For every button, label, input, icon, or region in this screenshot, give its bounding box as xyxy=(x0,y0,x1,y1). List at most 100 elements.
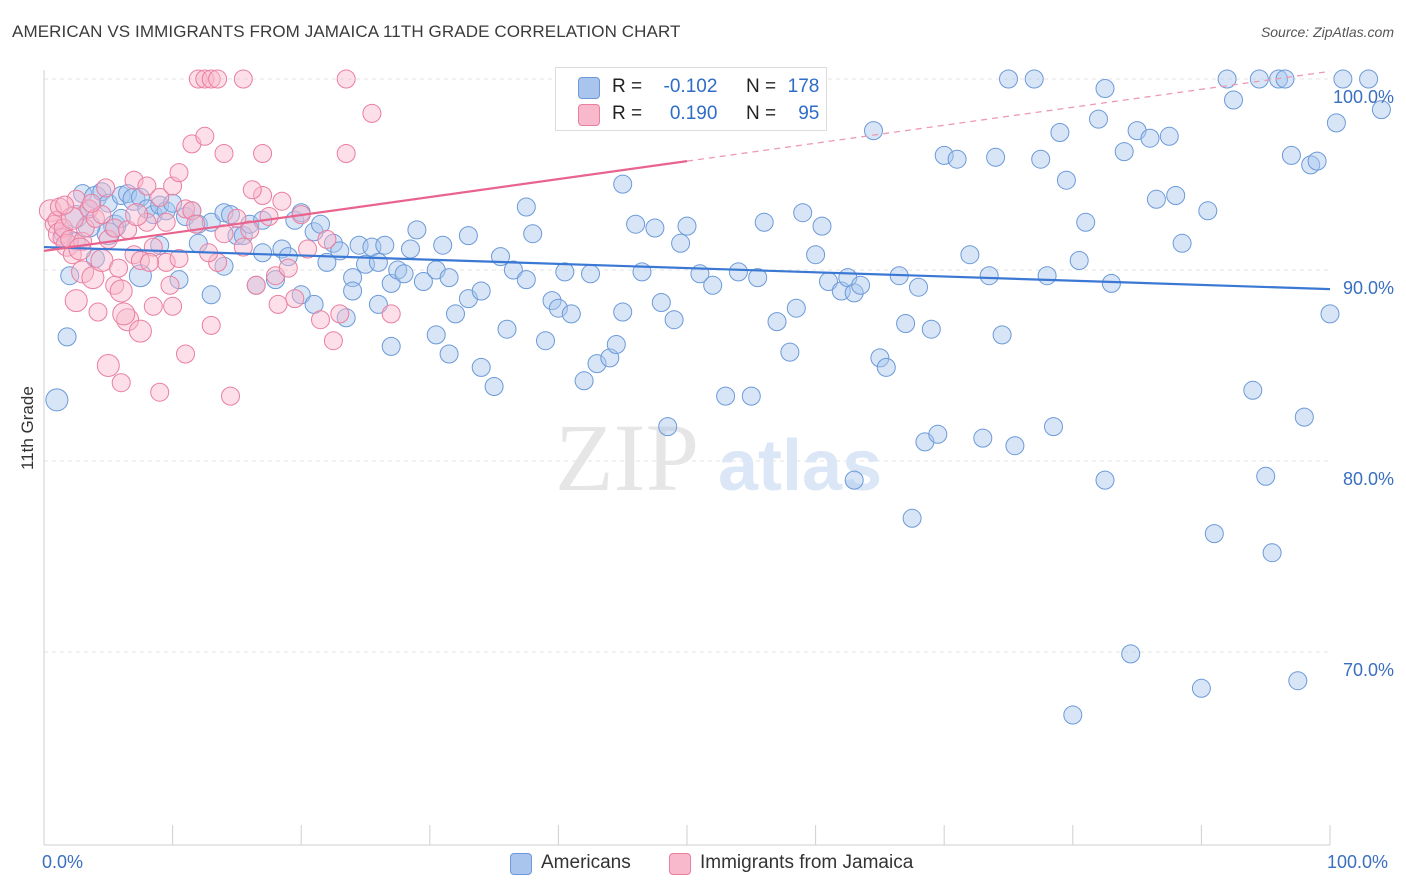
point-jamaica xyxy=(125,203,149,227)
watermark-zip: ZIP xyxy=(555,404,699,511)
point-jamaica xyxy=(330,304,350,324)
point-american xyxy=(343,281,363,301)
point-jamaica xyxy=(52,228,72,247)
point-american xyxy=(548,298,568,318)
legend-row-jamaica: R = 0.190 N = 95 xyxy=(612,103,819,125)
point-american xyxy=(555,262,575,282)
point-american xyxy=(587,354,607,374)
point-american xyxy=(60,266,80,286)
point-jamaica xyxy=(188,69,208,89)
point-jamaica xyxy=(88,302,108,322)
point-american xyxy=(876,357,896,377)
point-american xyxy=(272,239,292,259)
point-american xyxy=(253,243,273,263)
point-american xyxy=(1359,69,1379,89)
point-american xyxy=(1121,644,1141,664)
point-jamaica xyxy=(285,289,305,309)
point-american xyxy=(1095,79,1115,98)
point-american xyxy=(484,377,504,396)
point-american xyxy=(1172,233,1192,253)
point-jamaica xyxy=(64,289,88,313)
legend-n-label: N = xyxy=(745,76,777,97)
point-american xyxy=(1166,186,1186,205)
point-american xyxy=(864,121,883,141)
point-american xyxy=(1050,123,1070,142)
series-jamaica xyxy=(38,69,401,406)
point-american xyxy=(426,325,446,345)
point-jamaica xyxy=(208,69,228,89)
legend-r-value: 0.190 xyxy=(669,103,718,124)
point-american xyxy=(163,193,183,213)
point-american xyxy=(1101,273,1121,293)
point-jamaica xyxy=(176,344,195,364)
point-american xyxy=(130,187,150,207)
point-american xyxy=(793,203,813,223)
point-american xyxy=(471,357,491,377)
bottom-legend-swatch-americans xyxy=(510,853,532,875)
point-jamaica xyxy=(311,310,330,330)
point-american xyxy=(523,224,543,244)
point-american xyxy=(214,203,234,223)
point-american xyxy=(1262,543,1282,563)
point-jamaica xyxy=(169,249,189,268)
point-american xyxy=(992,325,1012,345)
point-american xyxy=(1256,466,1276,486)
point-jamaica xyxy=(336,69,356,89)
point-american xyxy=(754,212,774,232)
point-american xyxy=(394,264,414,284)
point-american xyxy=(1333,69,1353,89)
point-american xyxy=(703,275,723,295)
point-american xyxy=(1031,149,1051,169)
point-american xyxy=(497,319,517,339)
point-american xyxy=(214,256,234,276)
legend-r-label: R = xyxy=(612,76,643,97)
point-american xyxy=(664,310,684,330)
point-jamaica xyxy=(278,258,298,278)
point-american xyxy=(1217,69,1237,89)
point-jamaica xyxy=(112,302,136,326)
legend-swatch-americans xyxy=(578,77,600,99)
point-american xyxy=(613,302,633,322)
point-jamaica xyxy=(253,144,273,163)
point-american xyxy=(278,247,298,267)
point-jamaica xyxy=(240,220,260,240)
point-american xyxy=(613,174,633,194)
point-american xyxy=(870,348,890,368)
point-jamaica xyxy=(143,296,163,316)
point-american xyxy=(381,336,401,356)
point-american xyxy=(1146,189,1166,209)
point-american xyxy=(1281,145,1301,165)
point-jamaica xyxy=(75,218,95,238)
point-american xyxy=(45,388,69,412)
point-american xyxy=(368,252,388,272)
point-american xyxy=(728,262,748,282)
point-jamaica xyxy=(71,260,95,284)
y-tick-label: 100.0% xyxy=(1332,87,1394,107)
point-jamaica xyxy=(53,218,73,238)
point-jamaica xyxy=(362,103,382,123)
point-american xyxy=(902,508,922,528)
point-jamaica xyxy=(169,163,189,183)
y-tick-label: 80.0% xyxy=(1342,469,1394,489)
point-american xyxy=(934,145,954,165)
legend-r-label: R = xyxy=(612,103,643,124)
point-american xyxy=(388,260,408,280)
point-jamaica xyxy=(381,304,401,324)
point-american xyxy=(1056,170,1076,190)
point-american xyxy=(1063,705,1083,725)
point-jamaica xyxy=(55,195,75,215)
trend-lines xyxy=(43,70,1331,291)
point-jamaica xyxy=(195,126,215,146)
trend-line-americans xyxy=(43,245,1331,291)
point-american xyxy=(317,252,337,272)
point-american xyxy=(812,216,832,236)
point-jamaica xyxy=(233,237,253,257)
legend-swatch-jamaica xyxy=(578,104,600,126)
point-jamaica xyxy=(109,258,129,278)
point-american xyxy=(401,239,420,259)
point-jamaica xyxy=(298,239,318,259)
point-american xyxy=(111,186,131,205)
point-american xyxy=(1320,304,1340,324)
point-american xyxy=(999,69,1018,89)
point-american xyxy=(767,312,787,332)
